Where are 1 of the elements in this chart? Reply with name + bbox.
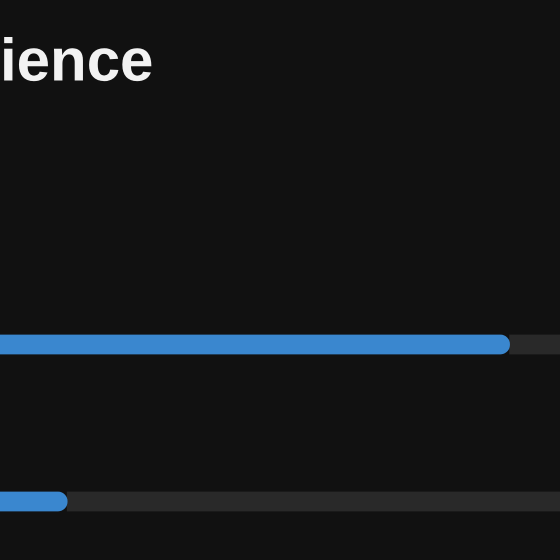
- chart-title: ience: [0, 26, 154, 94]
